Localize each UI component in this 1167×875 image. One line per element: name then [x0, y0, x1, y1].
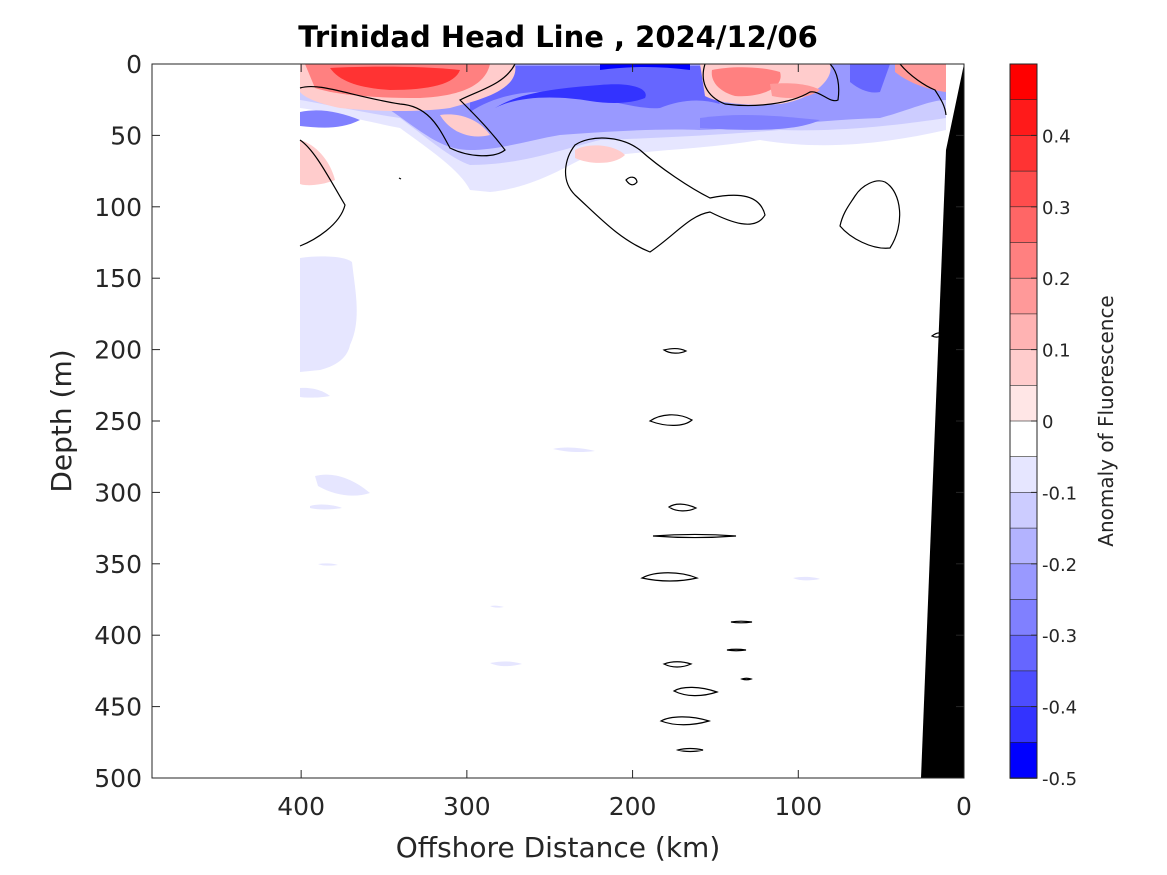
positive-anomaly-patch — [770, 83, 820, 98]
colorbar-swatch — [1009, 63, 1038, 101]
colorbar-tick-label: -0.3 — [1042, 626, 1077, 647]
negative-anomaly-patch — [300, 256, 357, 372]
x-axis-ticks: 400 300 200 100 0 — [277, 64, 972, 821]
zero-contour-line — [299, 64, 516, 157]
zero-contours — [299, 64, 947, 753]
zero-contour-line — [648, 414, 694, 426]
bathymetry-seafloor — [921, 64, 964, 778]
zero-contour-line — [625, 176, 638, 186]
positive-anomaly-patch — [330, 66, 460, 90]
y-tick-label: 300 — [94, 478, 142, 507]
zero-contour-line — [740, 677, 753, 681]
negative-anomaly-band — [700, 114, 820, 130]
colorbar-swatch — [1009, 313, 1038, 351]
zero-contour-line — [565, 137, 766, 253]
colorbar-swatch — [1009, 384, 1038, 422]
y-tick-label: 450 — [94, 693, 142, 722]
y-tick-label: 500 — [94, 764, 142, 793]
colorbar-swatch — [1009, 741, 1038, 779]
zero-contour-line — [730, 620, 753, 624]
zero-contour-line — [299, 139, 346, 247]
y-tick-label: 400 — [94, 621, 142, 650]
positive-anomaly-patch — [711, 67, 781, 97]
colorbar-tick-label: 0.3 — [1042, 198, 1071, 219]
negative-anomaly-band — [495, 84, 646, 108]
negative-anomaly-patch — [553, 447, 595, 453]
colorbar-swatch — [1009, 492, 1038, 529]
colorbar-swatch — [1009, 99, 1038, 137]
anomaly-field — [299, 64, 964, 778]
colorbar-tick-label: 0.1 — [1042, 341, 1071, 362]
colorbar-swatch — [1009, 634, 1038, 672]
y-tick-label: 100 — [94, 193, 142, 222]
y-tick-label: 50 — [110, 121, 142, 150]
colorbar-ticks: 0.4 0.3 0.2 0.1 0 -0.1 -0.2 -0.3 -0.4 -0.5 — [1031, 126, 1077, 790]
negative-anomaly-patch — [300, 387, 330, 398]
y-axis-title: Depth (m) — [45, 349, 78, 492]
x-tick-label: 0 — [956, 792, 972, 821]
zero-contour-line — [652, 533, 737, 539]
colorbar-swatch — [1009, 277, 1038, 315]
zero-contour-line — [839, 180, 901, 249]
y-tick-label: 200 — [94, 336, 142, 365]
negative-anomaly-patch — [315, 474, 370, 496]
positive-anomaly-patch — [575, 145, 625, 163]
y-tick-label: 0 — [126, 50, 142, 79]
x-axis-title: Offshore Distance (km) — [396, 831, 721, 864]
y-tick-label: 350 — [94, 550, 142, 579]
positive-anomaly-patch — [440, 114, 490, 137]
y-tick-label: 250 — [94, 407, 142, 436]
zero-contour-line — [675, 747, 704, 753]
zero-contour-line — [659, 716, 712, 726]
negative-anomaly-patch — [318, 563, 338, 566]
zero-contour-line — [662, 661, 693, 668]
colorbar-tick-label: -0.2 — [1042, 555, 1077, 576]
colorbar-tick-label: 0 — [1042, 412, 1053, 433]
colorbar-swatch — [1009, 599, 1038, 637]
colorbar-swatch — [1009, 349, 1038, 387]
zero-contour-line — [667, 503, 698, 512]
negative-anomaly-band — [850, 64, 890, 93]
negative-anomaly-band — [300, 110, 360, 128]
colorbar-swatch — [1009, 706, 1038, 744]
x-tick-label: 100 — [774, 792, 822, 821]
colorbar-swatch — [1009, 527, 1038, 565]
colorbar-tick-label: -0.4 — [1042, 698, 1077, 719]
colorbar-tick-label: 0.2 — [1042, 269, 1071, 290]
x-tick-label: 400 — [277, 792, 325, 821]
positive-anomaly-patch — [895, 64, 946, 92]
colorbar-swatch — [1009, 242, 1038, 280]
plot-area — [152, 64, 964, 778]
colorbar-tick-label: -0.5 — [1042, 769, 1077, 790]
zero-contour-line — [398, 177, 402, 180]
zero-contour-line — [899, 64, 947, 116]
x-tick-label: 300 — [443, 792, 491, 821]
colorbar-tick-label: 0.4 — [1042, 126, 1071, 147]
zero-contour-line — [702, 64, 840, 107]
colorbar-swatch — [1009, 420, 1038, 458]
negative-anomaly-patch — [490, 605, 504, 608]
colorbar-tick-label: -0.1 — [1042, 483, 1077, 504]
colorbar-swatch — [1009, 206, 1038, 244]
zero-contour-line — [726, 648, 747, 652]
negative-anomaly-band — [600, 64, 690, 70]
colorbar-title: Anomaly of Fluorescence — [1094, 295, 1118, 546]
colorbar-swatch — [1009, 170, 1038, 208]
colorbar-swatch — [1009, 135, 1038, 172]
y-axis-ticks: 0 50 100 150 200 250 300 350 400 450 500 — [94, 50, 964, 793]
negative-anomaly-patch — [793, 576, 820, 581]
y-tick-label: 150 — [94, 264, 142, 293]
negative-anomaly-patch — [310, 504, 342, 510]
zero-contour-line — [662, 348, 688, 354]
zero-contour-line — [640, 572, 699, 582]
zero-contour-line — [672, 686, 719, 697]
chart-title: Trinidad Head Line , 2024/12/06 — [298, 20, 818, 54]
negative-anomaly-patch — [490, 661, 522, 667]
x-tick-label: 200 — [609, 792, 657, 821]
colorbar-swatch — [1009, 563, 1038, 601]
colorbar-swatch — [1009, 456, 1038, 494]
colorbar-swatch — [1009, 670, 1038, 708]
